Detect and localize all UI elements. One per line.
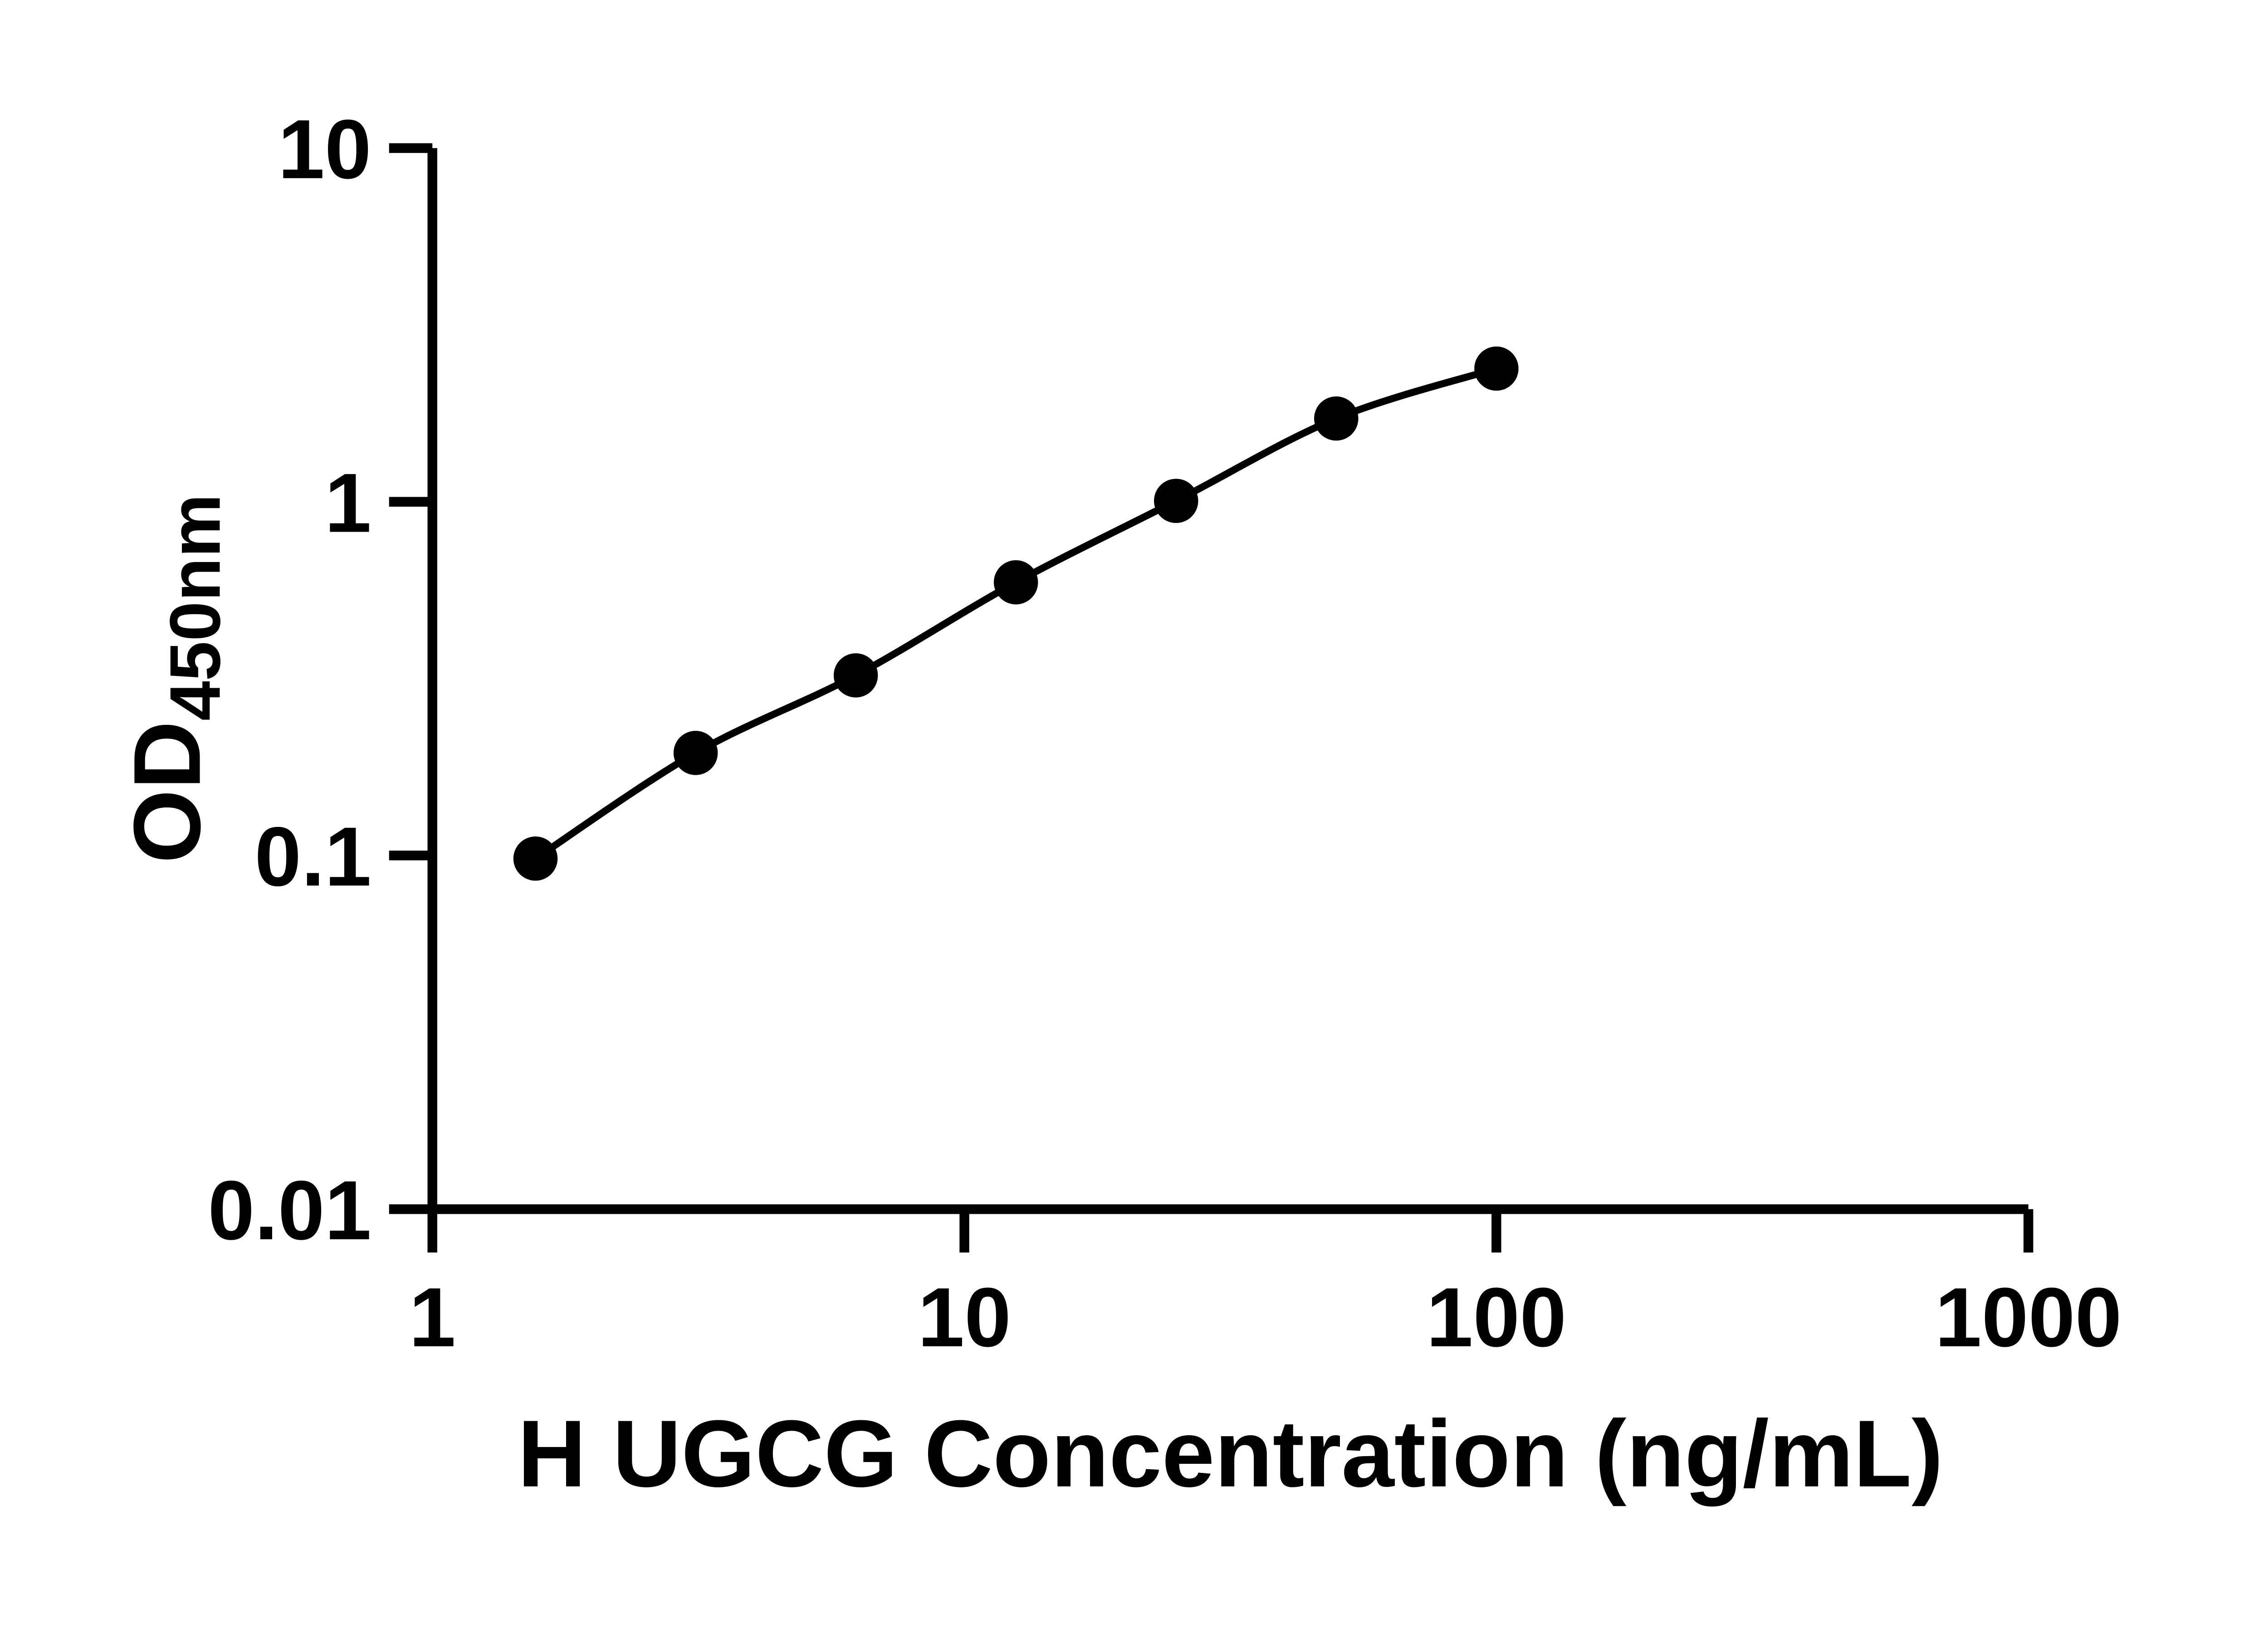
elisa-standard-curve-chart: 10 1 0.1 0.01 1 10 100 1000 H UGCG Concentrati…: [114, 102, 2122, 1507]
y-axis-title-subscript: 450nm: [155, 494, 235, 721]
y-axis-title: OD450nm: [114, 494, 235, 864]
x-axis-tick-labels: 1 10 100 1000: [409, 1271, 2122, 1364]
data-point-marker: [513, 836, 558, 881]
elisa-standard-curve-figure: 10 1 0.1 0.01 1 10 100 1000 H UGCG Concentrati…: [114, 102, 2122, 1507]
y-axis-tick-label: 1: [325, 456, 371, 550]
y-axis-tick-label: 0.01: [208, 1164, 371, 1257]
data-point-marker: [993, 560, 1038, 605]
x-axis-title: H UGCG Concentration (ng/mL): [518, 1401, 1943, 1507]
y-axis-tick-labels: 10 1 0.1 0.01: [208, 103, 371, 1257]
x-axis-tick-label: 100: [1426, 1271, 1566, 1364]
series-h-ugcg: [513, 346, 1519, 881]
x-axis-tick-label: 10: [918, 1271, 1011, 1364]
x-axis-ticks: [427, 1209, 2033, 1253]
data-point-marker: [1154, 479, 1198, 523]
data-point-marker: [1474, 346, 1519, 391]
data-point-marker: [1314, 396, 1359, 441]
x-axis-tick-label: 1000: [1935, 1271, 2122, 1364]
series-fit-curve: [533, 365, 1498, 862]
y-axis-tick-label: 10: [278, 103, 371, 196]
y-axis-title-main: OD: [114, 721, 220, 863]
data-point-marker: [833, 653, 878, 698]
x-axis-tick-label: 1: [409, 1271, 456, 1364]
data-point-marker: [673, 731, 718, 775]
axes: 10 1 0.1 0.01 1 10 100 1000: [208, 103, 2121, 1364]
series-data-points: [513, 346, 1519, 881]
y-axis-ticks: [389, 143, 433, 1214]
y-axis-tick-label: 0.1: [254, 810, 371, 904]
